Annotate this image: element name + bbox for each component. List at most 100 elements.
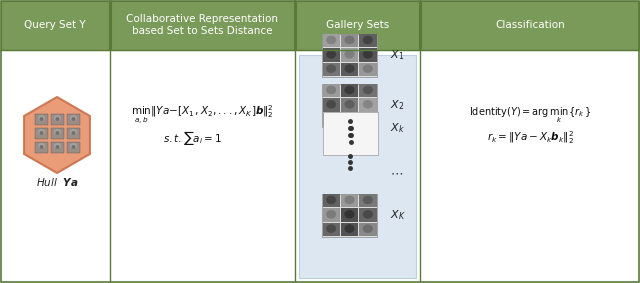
FancyBboxPatch shape (67, 114, 80, 125)
FancyBboxPatch shape (421, 1, 639, 50)
Ellipse shape (38, 129, 45, 135)
FancyBboxPatch shape (341, 84, 358, 97)
Ellipse shape (344, 210, 355, 218)
Ellipse shape (70, 115, 77, 121)
Text: $X_K$: $X_K$ (390, 208, 405, 222)
Ellipse shape (70, 143, 77, 149)
FancyBboxPatch shape (341, 34, 358, 47)
Ellipse shape (326, 114, 336, 123)
Text: Gallery Sets: Gallery Sets (326, 20, 389, 30)
Ellipse shape (56, 145, 60, 149)
Text: $X_2$: $X_2$ (390, 98, 404, 112)
Ellipse shape (363, 224, 373, 233)
FancyBboxPatch shape (299, 55, 416, 278)
FancyBboxPatch shape (341, 48, 358, 62)
Ellipse shape (326, 196, 336, 204)
Ellipse shape (344, 100, 355, 109)
FancyBboxPatch shape (323, 208, 340, 222)
Ellipse shape (70, 129, 77, 135)
FancyBboxPatch shape (296, 1, 419, 50)
Ellipse shape (363, 86, 373, 94)
Text: Collaborative Representation
based Set to Sets Distance: Collaborative Representation based Set t… (127, 14, 278, 36)
FancyBboxPatch shape (341, 63, 358, 76)
FancyBboxPatch shape (359, 113, 376, 126)
FancyBboxPatch shape (35, 114, 48, 125)
FancyBboxPatch shape (1, 1, 109, 50)
Ellipse shape (344, 50, 355, 59)
FancyBboxPatch shape (341, 98, 358, 112)
FancyBboxPatch shape (341, 223, 358, 236)
Ellipse shape (72, 145, 76, 149)
Ellipse shape (326, 36, 336, 44)
Ellipse shape (38, 143, 45, 149)
Ellipse shape (344, 64, 355, 73)
FancyBboxPatch shape (359, 208, 376, 222)
FancyBboxPatch shape (35, 142, 48, 153)
Ellipse shape (326, 100, 336, 109)
Ellipse shape (344, 196, 355, 204)
Ellipse shape (54, 129, 61, 135)
Ellipse shape (363, 114, 373, 123)
Ellipse shape (363, 64, 373, 73)
Text: $\cdots$: $\cdots$ (390, 166, 403, 179)
FancyBboxPatch shape (323, 98, 340, 112)
Ellipse shape (344, 114, 355, 123)
Ellipse shape (326, 64, 336, 73)
Text: Identity$(Y)=\arg\min_k\{r_k\}$: Identity$(Y)=\arg\min_k\{r_k\}$ (469, 105, 591, 125)
Ellipse shape (344, 36, 355, 44)
FancyBboxPatch shape (341, 113, 358, 126)
Ellipse shape (40, 131, 44, 135)
Ellipse shape (56, 131, 60, 135)
Text: Query Set Y: Query Set Y (24, 20, 86, 30)
Ellipse shape (40, 117, 44, 121)
Ellipse shape (56, 117, 60, 121)
FancyBboxPatch shape (322, 194, 377, 237)
Text: $\min_{a,b}\|Ya-[X_1,X_2,...,X_K]\boldsymbol{b}\|_2^2$: $\min_{a,b}\|Ya-[X_1,X_2,...,X_K]\boldsy… (131, 104, 274, 126)
FancyBboxPatch shape (51, 114, 64, 125)
FancyBboxPatch shape (323, 112, 378, 155)
Ellipse shape (344, 224, 355, 233)
Ellipse shape (326, 50, 336, 59)
FancyBboxPatch shape (341, 194, 358, 207)
FancyBboxPatch shape (111, 1, 294, 50)
FancyBboxPatch shape (35, 128, 48, 139)
FancyBboxPatch shape (323, 113, 340, 126)
FancyBboxPatch shape (67, 142, 80, 153)
Ellipse shape (363, 100, 373, 109)
Text: $s.t.\sum a_i=1$: $s.t.\sum a_i=1$ (163, 129, 222, 147)
FancyBboxPatch shape (359, 194, 376, 207)
FancyBboxPatch shape (359, 48, 376, 62)
Ellipse shape (363, 196, 373, 204)
FancyBboxPatch shape (341, 208, 358, 222)
Polygon shape (24, 97, 90, 173)
FancyBboxPatch shape (323, 34, 340, 47)
FancyBboxPatch shape (323, 48, 340, 62)
FancyBboxPatch shape (51, 128, 64, 139)
Ellipse shape (40, 145, 44, 149)
Text: $r_k=\|Ya-X_k\boldsymbol{b}_k\|_2^2$: $r_k=\|Ya-X_k\boldsymbol{b}_k\|_2^2$ (486, 130, 573, 146)
Ellipse shape (54, 143, 61, 149)
FancyBboxPatch shape (323, 84, 340, 97)
FancyBboxPatch shape (359, 223, 376, 236)
Ellipse shape (54, 115, 61, 121)
Ellipse shape (326, 224, 336, 233)
Ellipse shape (344, 86, 355, 94)
FancyBboxPatch shape (322, 83, 377, 127)
Text: $X_1$: $X_1$ (390, 48, 404, 62)
FancyBboxPatch shape (322, 33, 377, 76)
FancyBboxPatch shape (323, 63, 340, 76)
FancyBboxPatch shape (359, 84, 376, 97)
Ellipse shape (38, 115, 45, 121)
FancyBboxPatch shape (359, 63, 376, 76)
FancyBboxPatch shape (359, 34, 376, 47)
FancyBboxPatch shape (51, 142, 64, 153)
Ellipse shape (326, 86, 336, 94)
FancyBboxPatch shape (359, 98, 376, 112)
Ellipse shape (72, 131, 76, 135)
FancyBboxPatch shape (67, 128, 80, 139)
Text: Classification: Classification (495, 20, 565, 30)
Ellipse shape (363, 210, 373, 218)
FancyBboxPatch shape (323, 223, 340, 236)
Ellipse shape (326, 210, 336, 218)
Ellipse shape (72, 117, 76, 121)
